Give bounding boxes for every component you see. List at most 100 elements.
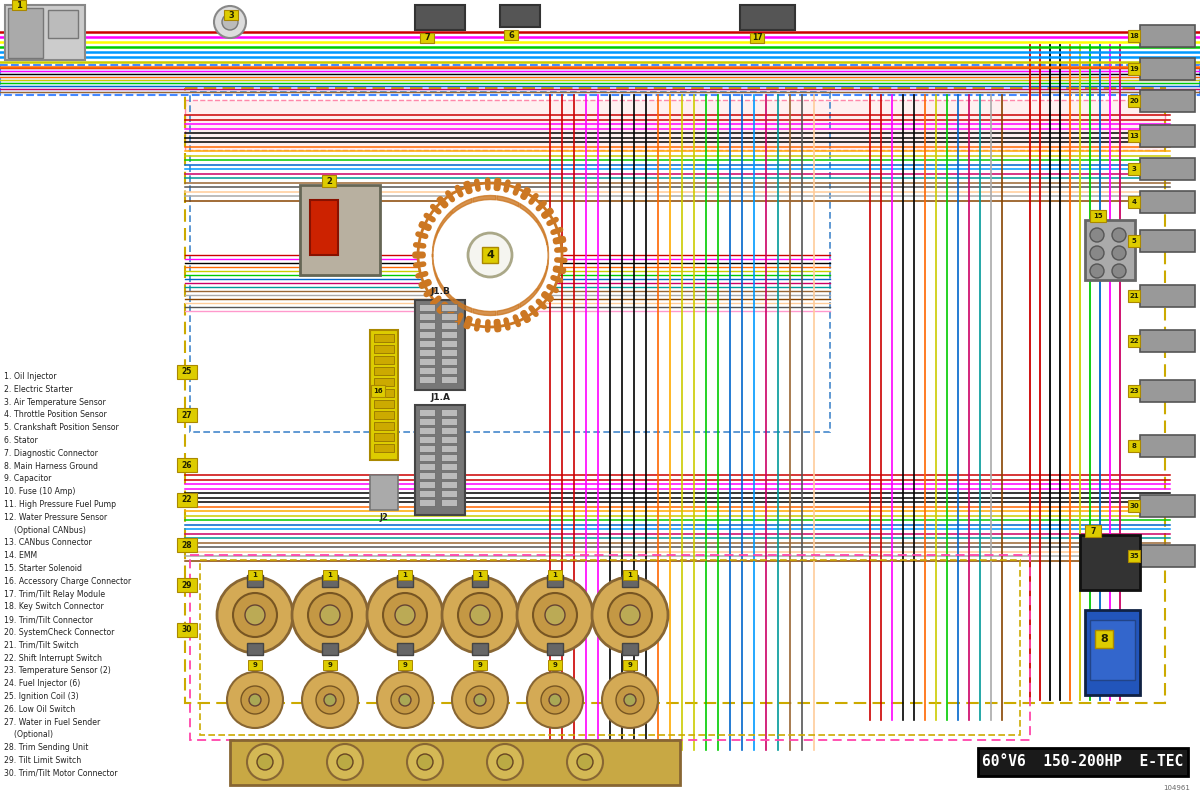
Text: 18. Key Switch Connector: 18. Key Switch Connector [4, 603, 103, 611]
Bar [419, 313, 436, 320]
Bar [419, 349, 436, 356]
Bar [1128, 500, 1140, 512]
Text: 5. Crankshaft Position Sensor: 5. Crankshaft Position Sensor [4, 423, 119, 432]
Bar [0, 360, 185, 796]
Text: 11. High Pressure Fuel Pump: 11. High Pressure Fuel Pump [4, 500, 116, 509]
Bar [1128, 130, 1140, 142]
Bar [374, 334, 394, 342]
Circle shape [620, 605, 640, 625]
Bar [482, 247, 498, 263]
Text: 1: 1 [478, 572, 482, 578]
Circle shape [1112, 264, 1126, 278]
Text: 25: 25 [182, 368, 192, 377]
Circle shape [257, 754, 274, 770]
Circle shape [217, 577, 293, 653]
Bar [419, 481, 436, 488]
Bar [472, 575, 488, 587]
Text: 7. Diagnostic Connector: 7. Diagnostic Connector [4, 449, 98, 458]
Text: 23: 23 [1129, 388, 1139, 394]
Bar [374, 400, 394, 408]
Bar [419, 436, 436, 443]
Text: 7: 7 [424, 33, 430, 42]
Text: 29: 29 [181, 580, 192, 590]
Bar [398, 660, 412, 670]
Circle shape [326, 744, 364, 780]
Bar [1080, 535, 1140, 590]
Bar [370, 330, 398, 460]
Text: 30. Trim/Tilt Motor Connector: 30. Trim/Tilt Motor Connector [4, 769, 118, 778]
Bar [419, 427, 436, 434]
Text: 3. Air Temperature Sensor: 3. Air Temperature Sensor [4, 397, 106, 407]
Text: 6. Stator: 6. Stator [4, 436, 37, 445]
Bar [548, 570, 562, 580]
Circle shape [395, 605, 415, 625]
Text: 30: 30 [1129, 503, 1139, 509]
Bar [374, 367, 394, 375]
FancyBboxPatch shape [0, 65, 1200, 95]
Text: 2. Electric Starter: 2. Electric Starter [4, 384, 73, 394]
Bar [1128, 163, 1140, 175]
Bar [1085, 610, 1140, 695]
Text: 8. Main Harness Ground: 8. Main Harness Ground [4, 462, 98, 470]
Bar [1128, 335, 1140, 347]
Circle shape [308, 593, 352, 637]
Bar [371, 385, 385, 397]
Bar [1128, 290, 1140, 302]
Bar [178, 623, 197, 637]
Text: 1: 1 [552, 572, 558, 578]
Bar [8, 8, 43, 58]
Circle shape [391, 686, 419, 714]
Circle shape [550, 694, 562, 706]
Text: 9: 9 [252, 662, 258, 668]
Bar [178, 493, 197, 507]
Circle shape [577, 754, 593, 770]
Circle shape [452, 672, 508, 728]
Circle shape [337, 754, 353, 770]
Bar [419, 409, 436, 416]
Bar [442, 472, 457, 479]
Circle shape [1112, 246, 1126, 260]
Text: 22. Shift Interrupt Switch: 22. Shift Interrupt Switch [4, 654, 102, 662]
Bar [1085, 525, 1102, 537]
Bar [420, 33, 434, 43]
Bar [547, 575, 563, 587]
Text: 27. Water in Fuel Sender: 27. Water in Fuel Sender [4, 718, 101, 727]
Bar [374, 389, 394, 397]
Bar [322, 175, 336, 187]
Text: 1: 1 [252, 572, 258, 578]
Bar [1140, 230, 1195, 252]
Bar [442, 322, 457, 329]
Bar [397, 643, 413, 655]
Circle shape [468, 233, 512, 277]
Bar [374, 378, 394, 386]
Bar [500, 5, 540, 27]
Bar [322, 643, 338, 655]
Bar [419, 340, 436, 347]
Circle shape [245, 605, 265, 625]
Bar [442, 454, 457, 461]
Text: 27: 27 [181, 411, 192, 419]
Circle shape [602, 672, 658, 728]
Circle shape [241, 686, 269, 714]
Text: 19. Trim/Tilt Connector: 19. Trim/Tilt Connector [4, 615, 92, 624]
Circle shape [497, 754, 514, 770]
Bar [1140, 330, 1195, 352]
Circle shape [316, 686, 344, 714]
Circle shape [1090, 264, 1104, 278]
Text: 30: 30 [181, 626, 192, 634]
Text: 6: 6 [508, 30, 514, 40]
Bar [1140, 191, 1195, 213]
Bar [247, 575, 263, 587]
Bar [1140, 90, 1195, 112]
Bar [374, 422, 394, 430]
Text: 1: 1 [628, 572, 632, 578]
Bar [415, 5, 466, 30]
Text: 29. Tilt Limit Switch: 29. Tilt Limit Switch [4, 756, 82, 765]
Bar [1128, 95, 1140, 107]
Bar [1128, 235, 1140, 247]
Bar [547, 643, 563, 655]
Text: 13: 13 [1129, 133, 1139, 139]
Circle shape [377, 672, 433, 728]
Text: 21: 21 [1129, 293, 1139, 299]
Bar [419, 304, 436, 311]
